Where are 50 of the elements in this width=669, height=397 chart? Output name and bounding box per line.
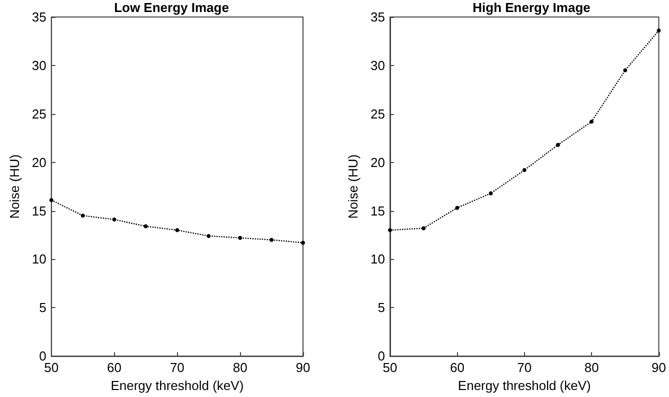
y-tick-label: 0 bbox=[39, 348, 46, 364]
x-tick-label: 80 bbox=[232, 360, 248, 376]
y-axis-title: Noise (HU) bbox=[7, 154, 22, 219]
point bbox=[206, 234, 211, 238]
point bbox=[422, 226, 426, 230]
x-axis-title: Energy threshold (keV) bbox=[458, 378, 591, 393]
point bbox=[556, 142, 560, 147]
y-tick-label: 35 bbox=[32, 10, 46, 24]
y-tick-label: 5 bbox=[39, 300, 46, 316]
y-tick-label: 10 bbox=[32, 252, 46, 267]
x-tick-label: 80 bbox=[584, 360, 599, 376]
x-tick-label: 50 bbox=[382, 360, 398, 376]
x-tick-label: 70 bbox=[170, 360, 184, 376]
point bbox=[175, 228, 180, 232]
y-axis-title: Noise (HU) bbox=[346, 154, 361, 219]
y-tick-label: 35 bbox=[370, 10, 385, 24]
point bbox=[49, 198, 54, 202]
point bbox=[388, 228, 392, 232]
point bbox=[112, 217, 116, 222]
point bbox=[488, 191, 493, 196]
point bbox=[455, 206, 460, 210]
y-tick-label: 25 bbox=[370, 106, 385, 122]
x-tick-label: 60 bbox=[107, 360, 122, 376]
y-tick-label: 20 bbox=[32, 154, 46, 170]
point bbox=[80, 214, 85, 218]
point bbox=[522, 168, 526, 172]
y-tick-label: 30 bbox=[32, 58, 46, 73]
y-tick-label: 30 bbox=[370, 58, 385, 73]
x-axis-title: Energy threshold (keV) bbox=[110, 378, 244, 393]
y-tick-label: 0 bbox=[378, 348, 385, 364]
chart-title: High Energy Image bbox=[472, 0, 590, 15]
y-tick-label: 25 bbox=[32, 106, 46, 122]
x-tick-label: 70 bbox=[517, 360, 532, 376]
y-tick-label: 5 bbox=[378, 300, 385, 316]
y-tick-label: 15 bbox=[32, 203, 46, 218]
point bbox=[144, 224, 148, 228]
x-tick-label: 50 bbox=[44, 360, 59, 376]
point bbox=[238, 236, 242, 240]
y-tick-label: 10 bbox=[370, 252, 385, 267]
point bbox=[656, 28, 661, 33]
point bbox=[270, 238, 274, 242]
y-tick-label: 20 bbox=[370, 154, 385, 170]
chart-title: Low Energy Image bbox=[114, 0, 229, 15]
x-tick-label: 90 bbox=[296, 360, 310, 376]
point bbox=[301, 240, 305, 245]
point bbox=[590, 120, 594, 124]
x-tick-label: 60 bbox=[450, 360, 464, 376]
point bbox=[623, 68, 628, 72]
y-tick-label: 15 bbox=[370, 203, 385, 218]
x-tick-label: 90 bbox=[652, 360, 666, 376]
